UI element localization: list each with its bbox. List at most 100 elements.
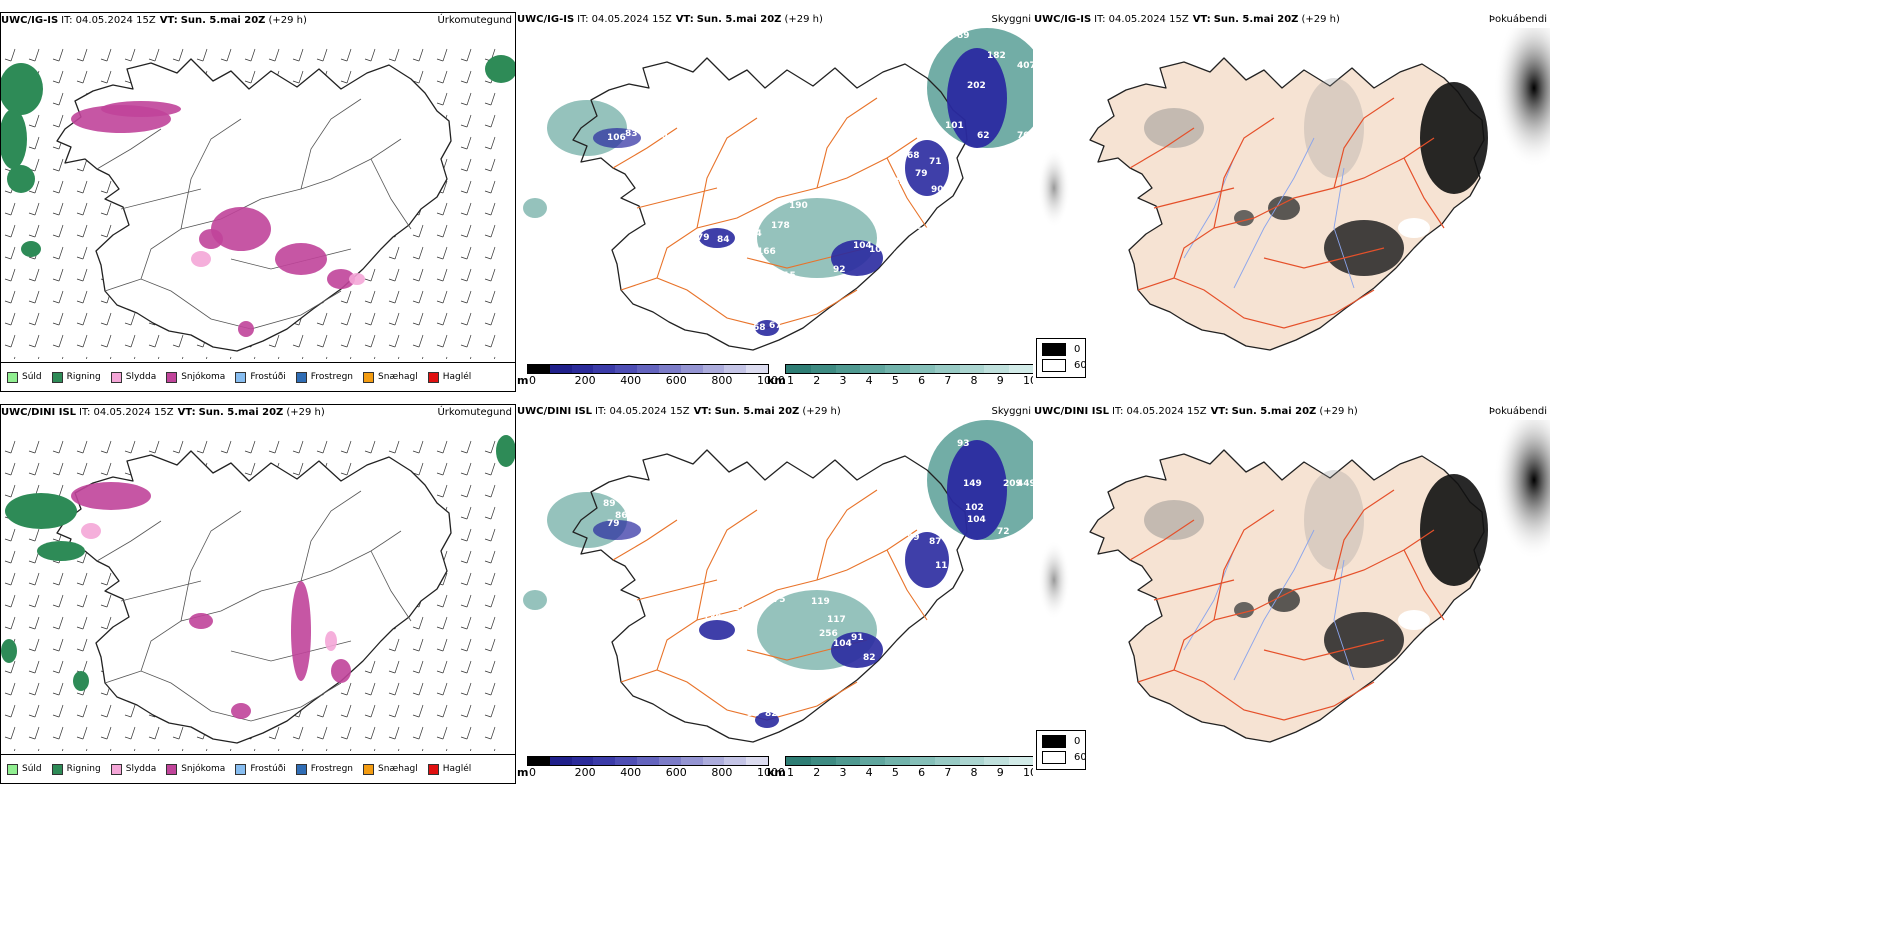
legend-swatch	[427, 371, 439, 383]
fog-legend-item: 0	[1042, 343, 1080, 356]
wind-barb	[100, 616, 112, 630]
visibility-value: 149	[963, 479, 982, 489]
wind-barb	[37, 748, 40, 751]
colorbar-tick: 200	[574, 374, 596, 387]
wind-barb	[484, 440, 496, 454]
wind-barb	[412, 224, 424, 238]
legend-label: Snjókoma	[181, 764, 226, 774]
wind-barb	[388, 440, 400, 454]
colorbar-tick: 7	[944, 766, 952, 779]
colorbar-tick: 200	[574, 766, 596, 779]
wind-barb	[109, 356, 112, 359]
colorbar-segment	[658, 757, 681, 765]
wind-barb	[301, 356, 304, 359]
legend-swatch	[51, 763, 63, 775]
wind-barb	[484, 484, 496, 498]
legend-label: Rigning	[66, 764, 101, 774]
legend-item: Slydda	[110, 763, 156, 775]
wind-barb	[436, 224, 448, 238]
fog-panel-row1: UWC/IG-IS IT: 04.05.2024 15Z VT: Sun. 5.mai…	[1034, 12, 1550, 392]
legend-item: Snjókoma	[166, 763, 226, 775]
wind-barb	[4, 48, 16, 62]
wind-barb	[76, 268, 88, 282]
colorbar-segment	[549, 757, 572, 765]
legend-label: Snæhagl	[378, 372, 418, 382]
wind-barb	[76, 440, 88, 454]
init-time: IT: 04.05.2024 15Z	[577, 14, 672, 25]
wind-barb	[244, 48, 256, 62]
rain-area	[485, 55, 515, 83]
colorbar-segment	[1009, 757, 1033, 765]
legend-item: Frostregn	[295, 371, 353, 383]
wind-barb	[76, 572, 88, 586]
colorbar-segment	[528, 365, 550, 373]
wind-barb	[460, 550, 472, 564]
fog-legend-swatch	[1042, 735, 1066, 748]
visibility-value: 106	[607, 133, 626, 143]
wind-barb	[436, 726, 448, 740]
snow-area	[331, 659, 351, 683]
legend-label: Frostúði	[250, 372, 286, 382]
wind-barb	[460, 114, 472, 128]
fog-visibility-dark	[755, 320, 779, 336]
wind-barb	[316, 312, 328, 326]
rain-area	[496, 435, 515, 467]
colorbar-tick: 400	[620, 766, 642, 779]
wind-barb	[460, 506, 472, 520]
wind-barb	[124, 334, 136, 348]
river	[1233, 529, 1315, 681]
wind-barb	[436, 202, 448, 216]
legend-item: Frostregn	[295, 763, 353, 775]
wind-barb	[364, 312, 376, 326]
wind-barb	[37, 356, 40, 359]
wind-barb	[100, 48, 112, 62]
wind-barb	[4, 484, 16, 498]
fog-shading	[1494, 420, 1550, 560]
model-name: UWC/IG-IS	[517, 14, 575, 25]
wind-barb	[148, 334, 160, 348]
lead-time: (+29 h)	[268, 15, 307, 26]
wind-barb	[484, 136, 496, 150]
wind-barb	[205, 356, 208, 359]
legend-swatch	[51, 371, 63, 383]
visibility-value: 115	[777, 271, 796, 281]
wind-barb	[388, 660, 400, 674]
wind-barb	[316, 48, 328, 62]
wind-barb	[436, 246, 448, 260]
wind-barb	[436, 616, 448, 630]
wind-barb	[4, 224, 16, 238]
legend-swatch	[363, 763, 375, 775]
fog-visibility-dark	[699, 228, 735, 248]
wind-barb	[85, 748, 88, 751]
wind-barb	[4, 550, 16, 564]
wind-barb	[196, 48, 208, 62]
rain-area	[5, 493, 77, 529]
wind-barb	[253, 748, 256, 751]
wind-barb	[364, 726, 376, 740]
visibility-panel-row2: UWC/DINI ISL IT: 04.05.2024 15Z VT: Sun. 5.…	[517, 404, 1033, 784]
wind-barb	[28, 202, 40, 216]
wind-barb	[100, 440, 112, 454]
colorbar-segment	[835, 757, 861, 765]
model-name: UWC/DINI ISL	[1034, 406, 1110, 417]
wind-barb	[28, 594, 40, 608]
wind-barb	[76, 616, 88, 630]
visibility-value: 50	[545, 589, 558, 599]
panel-title: Þokuábendi	[1488, 14, 1547, 25]
wind-barb	[4, 660, 16, 674]
snow-area	[101, 101, 181, 117]
wind-barb	[340, 704, 352, 718]
wind-barb	[460, 224, 472, 238]
valid-label: VT:	[675, 14, 694, 25]
legend-item: Súld	[7, 371, 42, 383]
wind-barb	[484, 158, 496, 172]
wind-barb	[52, 334, 64, 348]
wind-barb	[340, 462, 352, 476]
wind-barb	[460, 180, 472, 194]
panel-title: Þokuábendi	[1488, 406, 1547, 417]
wind-barb	[460, 136, 472, 150]
visibility-value: 101	[945, 121, 964, 131]
legend-label: Súld	[22, 372, 42, 382]
wind-barb	[460, 682, 472, 696]
visibility-value: 68	[753, 323, 766, 333]
